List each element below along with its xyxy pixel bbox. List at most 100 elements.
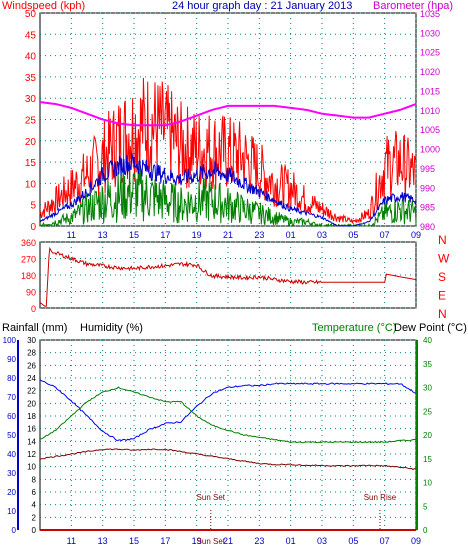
wind-x-ticks: 11 13 15 17 19 21 23 01 03 05 07 09 <box>67 230 421 240</box>
wind-x-tick: 07 <box>380 230 390 240</box>
temp-y-tick: 5 <box>423 502 428 511</box>
wind-x-tick: 17 <box>160 230 170 240</box>
rain-humidity-temp-panel: Sun Set Sun Rise 302826242220181614121086… <box>2 322 467 546</box>
humidity-line <box>39 379 417 442</box>
wind-y-tick: 35 <box>25 73 37 84</box>
temp-y-tick: 20 <box>423 431 432 440</box>
temp-y-tick: 30 <box>423 384 432 393</box>
barometer-axis-label: Barometer (hpa) <box>373 0 453 12</box>
windspeed-line <box>39 77 417 224</box>
barometer-y-tick: 1010 <box>420 106 440 116</box>
rain-y-tick: 8 <box>32 475 37 484</box>
wind-y-tick: 20 <box>25 137 37 148</box>
humidity-y-tick: 0 <box>12 526 17 535</box>
temp-x-tick: 09 <box>411 536 421 546</box>
wind-x-tick: 15 <box>129 230 139 240</box>
wind-y-tick: 25 <box>25 116 37 127</box>
barometer-y-tick: 990 <box>420 183 435 193</box>
compass-letter: W <box>438 252 450 266</box>
windspeed-axis-label: Windspeed (kph) <box>2 0 85 12</box>
temp-x-tick: 17 <box>160 536 170 546</box>
humidity-y-tick: 100 <box>3 336 17 345</box>
temperature-line <box>39 386 417 444</box>
wind-x-tick: 11 <box>67 230 76 240</box>
wind-x-tick: 23 <box>254 230 264 240</box>
avg-wind-line <box>39 153 417 227</box>
barometer-y-ticks: 1035 1030 1025 1020 1015 1010 1005 1000 995 990 98… <box>420 9 440 232</box>
humidity-y-tick: 90 <box>7 355 16 364</box>
wind-x-tick: 05 <box>348 230 358 240</box>
direction-line <box>39 246 417 307</box>
humidity-y-tick: 50 <box>7 431 16 440</box>
compass-letter: N <box>438 233 447 247</box>
sun-annotation-label: Sun Set <box>197 493 226 502</box>
rain-y-tick: 18 <box>27 412 36 421</box>
wind-x-tick: 03 <box>317 230 327 240</box>
wind-y-tick: 40 <box>25 52 37 63</box>
wind-grid <box>40 12 417 227</box>
compass-letter: E <box>438 289 446 303</box>
wind-x-tick: 09 <box>411 230 421 240</box>
rain-y-tick: 26 <box>27 361 36 370</box>
rain-y-tick: 6 <box>32 488 37 497</box>
temp-y-tick: 0 <box>423 526 428 535</box>
temp-x-tick: 23 <box>254 536 264 546</box>
temp-x-tick: 19 <box>192 536 202 546</box>
rain-y-tick: 4 <box>32 501 37 510</box>
wind-y-tick: 45 <box>25 30 37 41</box>
temp-x-tick: 01 <box>286 536 296 546</box>
wind-y-tick: 30 <box>25 94 37 105</box>
temp-x-tick: 13 <box>98 536 108 546</box>
sun-annotation-label: Sun Rise <box>364 493 397 502</box>
temp-y-tick: 25 <box>423 407 432 416</box>
temp-series <box>39 379 417 531</box>
barometer-y-tick: 985 <box>420 203 435 213</box>
rain-y-tick: 30 <box>27 336 36 345</box>
direction-y-tick: 270 <box>21 255 36 265</box>
direction-y-tick: 0 <box>31 304 36 314</box>
wind-x-tick: 13 <box>98 230 108 240</box>
sun-annotations: Sun Set Sun Rise <box>197 493 397 530</box>
barometer-y-tick: 1030 <box>420 28 440 38</box>
direction-y-tick: 90 <box>26 288 36 298</box>
direction-grid <box>40 241 417 309</box>
humidity-y-tick: 80 <box>7 374 16 383</box>
dewpoint-axis-label: Dew Point (°C) <box>394 322 467 334</box>
rain-y-tick: 10 <box>27 463 36 472</box>
temperature-axis-label: Temperature (°C) <box>312 322 396 334</box>
temp-y-tick: 35 <box>423 360 432 369</box>
compass-letter: N <box>438 307 447 321</box>
dewpoint-line <box>39 448 417 470</box>
rain-y-tick: 22 <box>27 387 36 396</box>
temp-x-tick: 11 <box>67 536 76 546</box>
wind-x-tick: 01 <box>286 230 296 240</box>
barometer-y-tick: 1025 <box>420 48 440 58</box>
temp-x-tick: 15 <box>129 536 139 546</box>
temp-y-tick: 10 <box>423 479 432 488</box>
barometer-line <box>39 101 417 127</box>
rain-y-tick: 28 <box>27 349 36 358</box>
direction-series <box>39 246 417 307</box>
direction-y-tick: 180 <box>21 271 36 281</box>
rain-y-tick: 20 <box>27 399 36 408</box>
temp-y-tick: 15 <box>423 455 432 464</box>
barometer-y-tick: 1035 <box>420 9 440 19</box>
rain-y-tick: 14 <box>27 437 36 446</box>
humidity-y-tick: 60 <box>7 412 16 421</box>
wind-y-tick: 15 <box>25 158 37 169</box>
humidity-y-tick: 10 <box>7 507 16 516</box>
temp-x-tick: 07 <box>380 536 390 546</box>
barometer-y-tick: 1005 <box>420 125 440 135</box>
wind-y-tick: 50 <box>25 9 37 20</box>
temp-y-tick: 40 <box>423 336 432 345</box>
wind-x-tick: 21 <box>223 230 233 240</box>
direction-y-ticks: 360 270 180 90 0 <box>21 238 36 314</box>
rainfall-axis-label: Rainfall (mm) <box>2 322 67 334</box>
